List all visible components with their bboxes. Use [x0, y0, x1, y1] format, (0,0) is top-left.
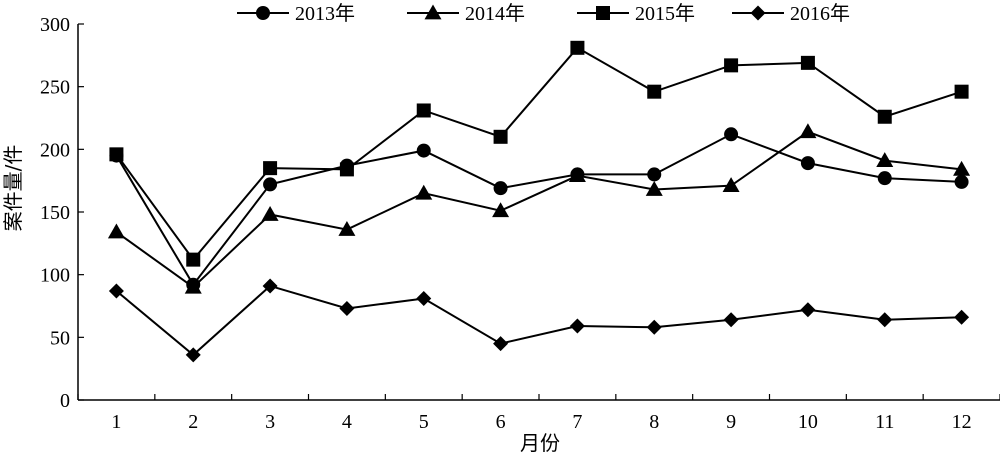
legend-item: 2016年 — [732, 2, 850, 25]
data-point — [416, 103, 431, 118]
x-tick-label: 2 — [188, 411, 198, 433]
x-tick-label: 7 — [572, 411, 582, 433]
data-point — [339, 301, 355, 317]
legend-label: 2015年 — [635, 2, 695, 25]
x-axis-title: 月份 — [520, 431, 560, 455]
data-point — [338, 221, 356, 236]
x-tick-label: 6 — [496, 411, 506, 433]
y-tick-label: 50 — [50, 327, 70, 349]
data-point — [263, 177, 278, 192]
data-point — [570, 40, 585, 55]
legend-label: 2014年 — [465, 2, 525, 25]
y-tick-label: 250 — [40, 77, 70, 99]
legend-item: 2015年 — [577, 2, 695, 25]
data-point — [724, 58, 739, 73]
data-point — [416, 290, 432, 306]
y-tick-label: 150 — [40, 202, 70, 224]
x-tick-label: 12 — [952, 411, 972, 433]
series-layer — [107, 40, 971, 363]
data-point — [877, 171, 892, 186]
data-point — [647, 167, 662, 182]
data-point — [954, 174, 969, 189]
series-line — [115, 133, 962, 287]
legend-marker — [424, 4, 442, 20]
data-point — [493, 129, 508, 144]
series-line — [115, 130, 962, 289]
x-tick-label: 11 — [875, 411, 894, 433]
data-point — [492, 202, 510, 218]
legend-item: 2013年 — [237, 2, 355, 25]
data-point — [493, 181, 508, 196]
data-point — [723, 312, 739, 328]
legend-label: 2013年 — [295, 2, 355, 25]
data-point — [108, 283, 124, 299]
data-point — [646, 319, 662, 335]
x-tick-label: 1 — [111, 411, 121, 433]
data-point — [184, 278, 202, 294]
x-tick-label: 8 — [649, 411, 659, 433]
data-point — [800, 156, 815, 171]
data-point — [109, 147, 124, 162]
legend-marker — [750, 5, 766, 21]
data-point — [493, 336, 509, 352]
data-point — [800, 302, 816, 318]
data-point — [185, 347, 201, 363]
series-3 — [109, 40, 969, 267]
y-tick-label: 200 — [40, 139, 70, 161]
x-tick-label: 5 — [419, 411, 429, 433]
x-tick-label: 4 — [342, 411, 352, 433]
data-point — [107, 223, 125, 239]
y-tick-label: 100 — [40, 265, 70, 287]
data-point — [415, 184, 433, 200]
data-point — [568, 167, 586, 183]
data-point — [262, 278, 278, 294]
series-2 — [107, 123, 971, 294]
data-point — [645, 180, 663, 196]
data-point — [263, 161, 278, 176]
data-point — [186, 252, 201, 267]
y-tick-label: 300 — [40, 14, 70, 36]
data-point — [261, 206, 279, 221]
data-point — [877, 312, 893, 328]
data-point — [876, 152, 894, 167]
x-tick-label: 10 — [798, 411, 818, 433]
data-point — [953, 160, 971, 176]
series-1 — [109, 127, 969, 292]
legend-label: 2016年 — [790, 2, 850, 25]
legend-marker — [596, 6, 610, 20]
x-tick-label: 3 — [265, 411, 275, 433]
x-tick-label: 9 — [726, 411, 736, 433]
data-point — [954, 84, 969, 99]
data-point — [339, 162, 354, 177]
y-axis-title: 案件量/件 — [1, 145, 25, 232]
series-line — [115, 46, 962, 262]
data-point — [647, 84, 662, 99]
data-point — [799, 123, 817, 139]
data-point — [724, 127, 739, 142]
y-tick-label: 0 — [60, 390, 70, 412]
data-point — [722, 177, 740, 193]
data-point — [416, 143, 431, 158]
legend-marker — [256, 6, 270, 20]
data-point — [569, 318, 585, 334]
legend-item: 2014年 — [407, 2, 525, 25]
data-point — [877, 109, 892, 124]
data-point — [954, 309, 970, 325]
legend: 2013年 2014年 2015年 2016年 — [237, 2, 850, 25]
data-point — [800, 55, 815, 70]
series-line — [115, 284, 962, 357]
series-4 — [108, 278, 970, 363]
